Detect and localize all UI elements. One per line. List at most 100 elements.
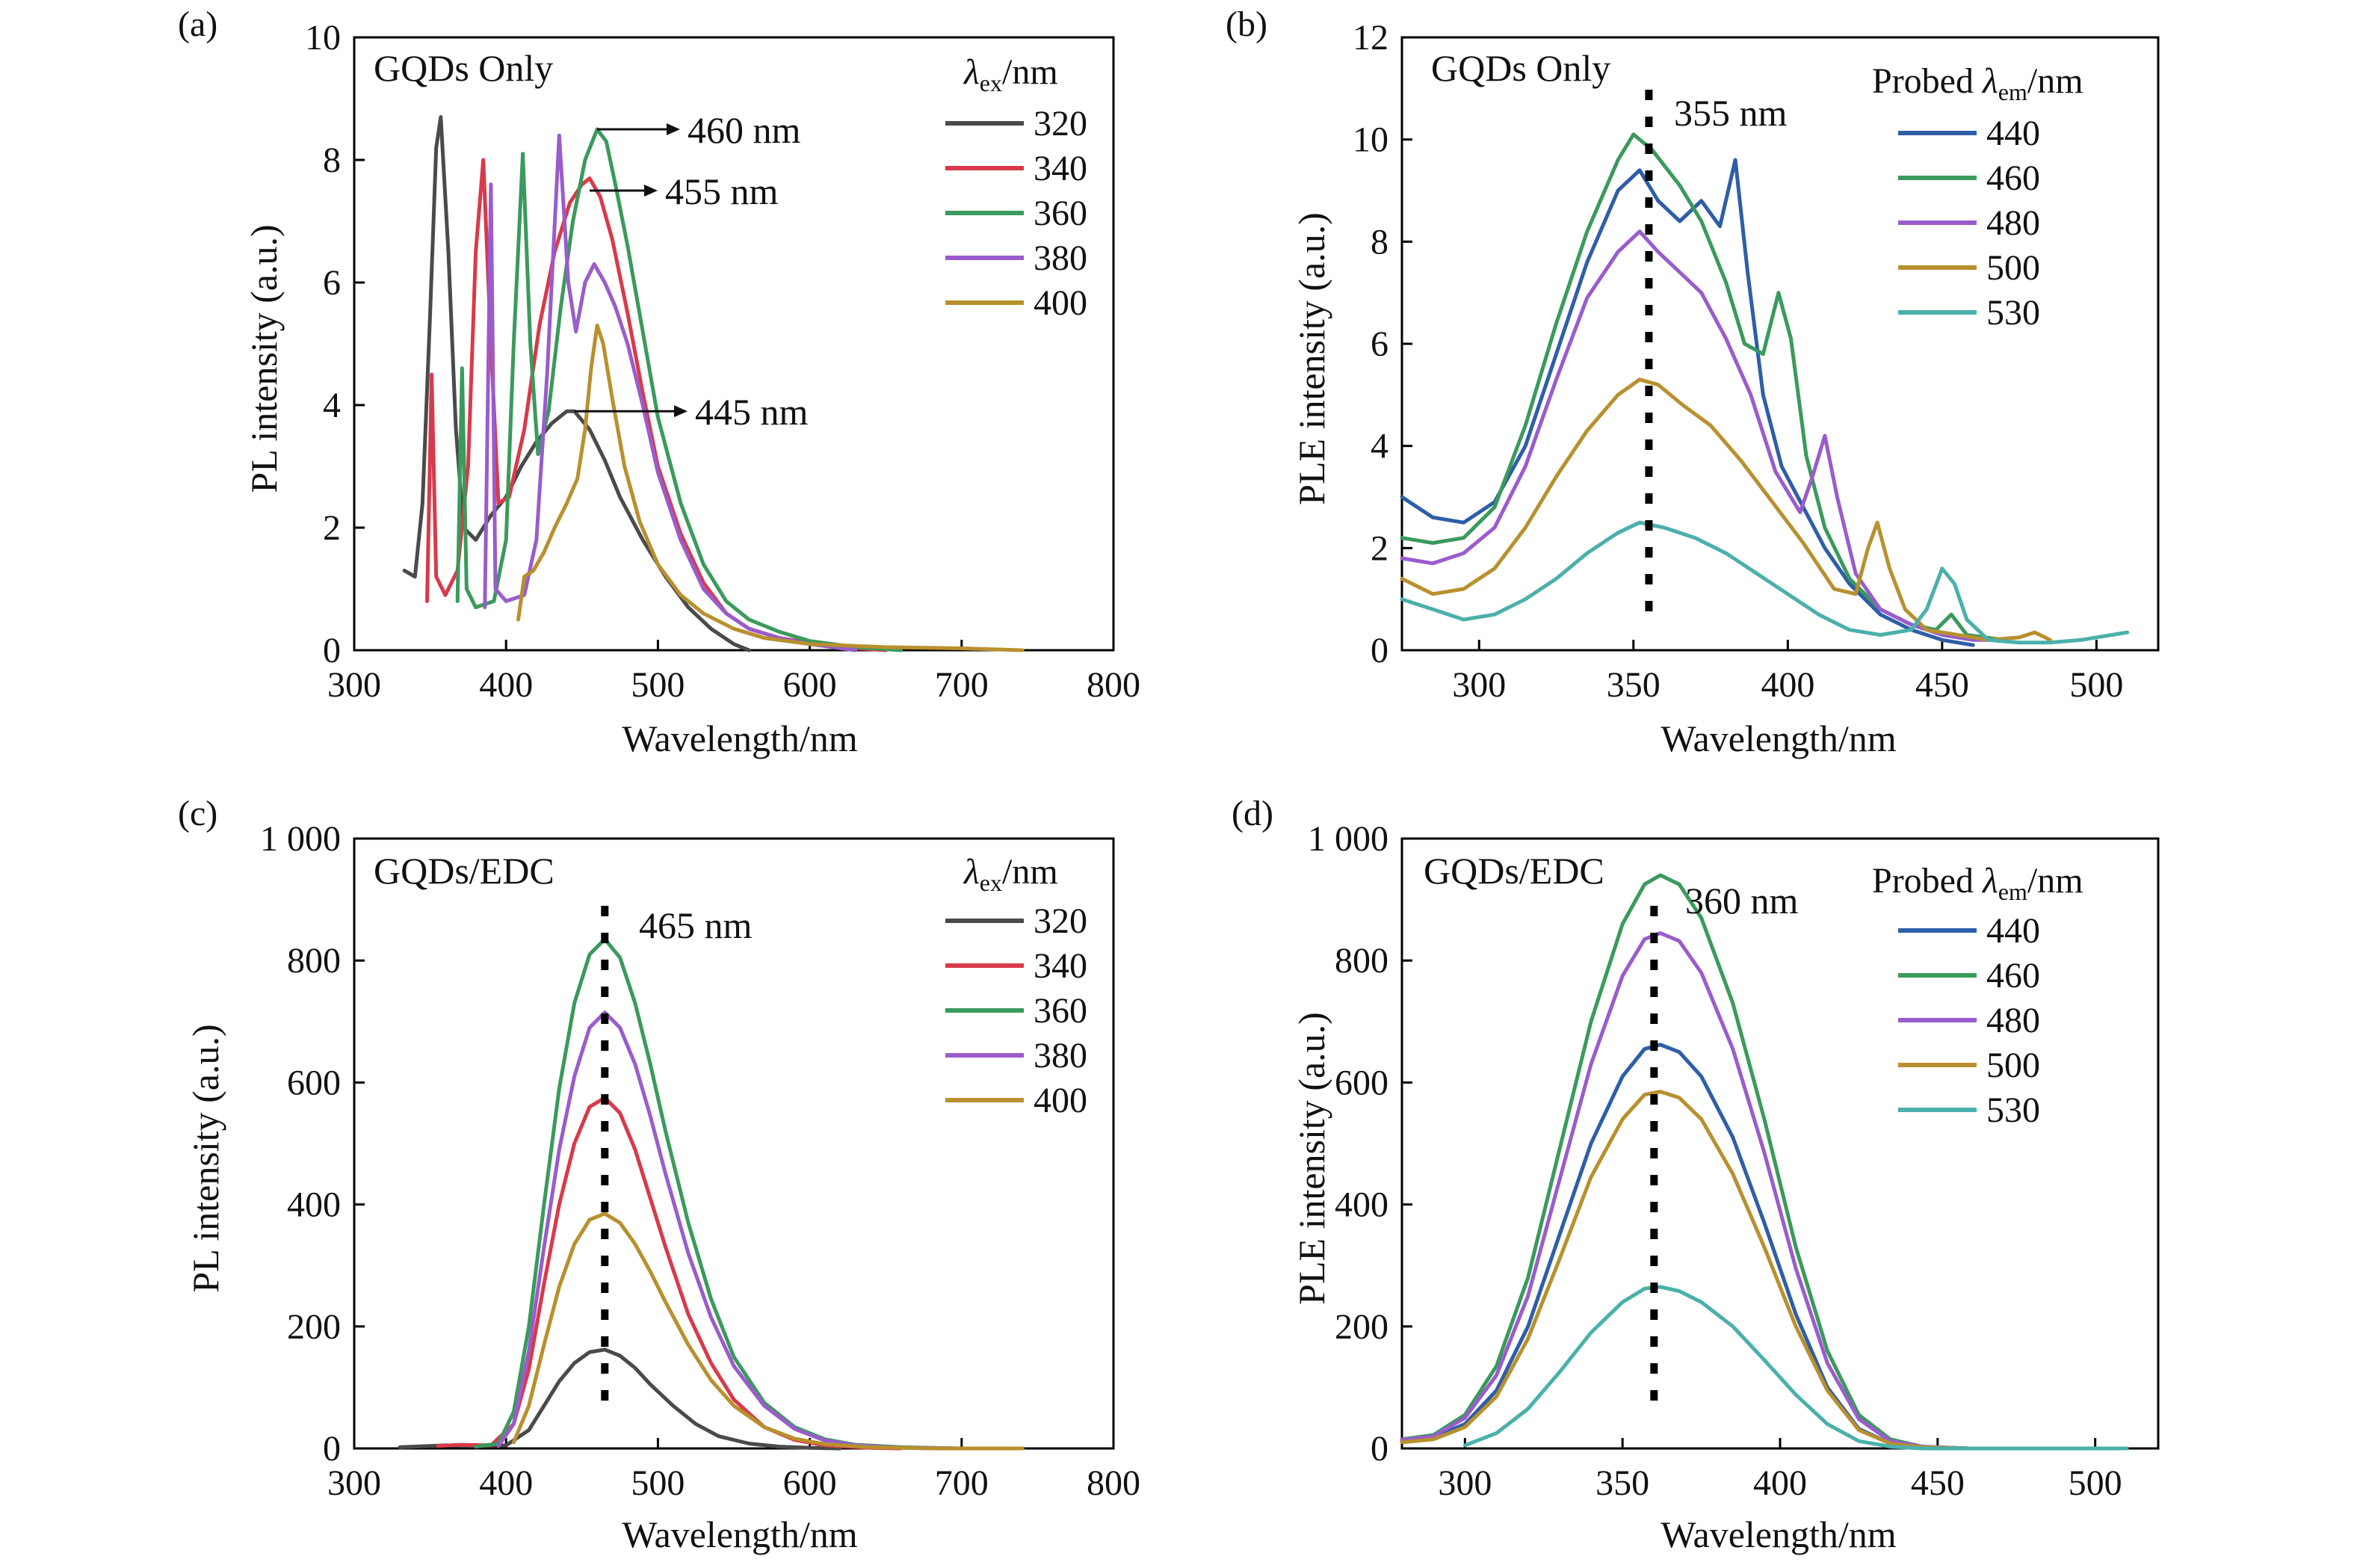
legend-title-sub-b: em: [1998, 78, 2027, 105]
legend-label-320: 320: [1034, 104, 1087, 143]
legend-label-530: 530: [1986, 293, 2040, 333]
x-tick-label: 800: [1087, 1463, 1140, 1503]
x-tick-label: 300: [1452, 665, 1506, 705]
legend-title-sub-d: em: [1998, 878, 2027, 905]
panel-d: (d) 300 350 400 450 500 0 200 400 600 800 1 000 GQ…: [1232, 794, 2160, 1555]
x-tick-label: 350: [1607, 665, 1661, 705]
plot-frame: [1400, 837, 2160, 1450]
legend-b: 440 460 480 500 530: [1898, 114, 2040, 333]
legend-label-460: 460: [1986, 956, 2040, 996]
plot-area-c: [398, 906, 1025, 1451]
x-tick-label: 500: [2069, 1463, 2122, 1503]
legend-title-lambda-b: λ: [1981, 61, 1998, 101]
plot-area-d: [1400, 873, 2129, 1451]
x-tick-label: 500: [631, 665, 685, 705]
annotation-label: 460 nm: [688, 109, 801, 151]
series-line-480: [1400, 229, 2006, 642]
y-tick-label: 6: [323, 263, 341, 303]
legend-label-500: 500: [1986, 248, 2040, 288]
legend-label-400: 400: [1034, 283, 1087, 323]
x-tick-label: 500: [2069, 665, 2123, 705]
x-tick-label: 600: [783, 665, 837, 705]
legend-title-tail-a: /nm: [1002, 52, 1058, 92]
x-tick-label: 400: [1753, 1463, 1807, 1503]
x-tick-label: 300: [327, 665, 381, 705]
x-tick-label: 500: [631, 1463, 685, 1503]
y-tick-label: 10: [1353, 120, 1388, 160]
y-tick-label: 200: [287, 1307, 341, 1347]
axes-d: 300 350 400 450 500 0 200 400 600 800 1 000: [1308, 819, 2160, 1503]
legend-a: 320 340 360 380 400: [945, 104, 1087, 323]
x-axis-label-b: Wavelength/nm: [1661, 717, 1896, 759]
arrowhead: [644, 185, 658, 197]
legend-d: 440 460 480 500 530: [1898, 911, 2040, 1130]
legend-label-320: 320: [1034, 901, 1087, 941]
y-tick-label: 4: [1371, 427, 1388, 466]
legend-title-c: λex/nm: [963, 852, 1058, 896]
y-tick-label: 600: [1335, 1063, 1388, 1102]
series-line-360: [455, 127, 903, 652]
sample-label-a: GQDs Only: [374, 47, 553, 89]
series-line-460: [1400, 873, 2129, 1451]
series-line-440: [1400, 158, 1975, 647]
y-axis-label-c: PL intensity (a.u.): [185, 1024, 226, 1292]
x-tick-label: 450: [1915, 665, 1969, 705]
series-line-500: [1400, 1090, 2129, 1451]
sample-label-d: GQDs/EDC: [1424, 850, 1604, 892]
arrowhead: [674, 405, 688, 418]
peak-label-c: 465 nm: [639, 904, 753, 946]
legend-title-pre-d: Probed: [1872, 861, 1983, 901]
x-tick-label: 300: [1438, 1463, 1492, 1503]
legend-title-tail-d: /nm: [2027, 861, 2083, 901]
panel-label-c: (c): [178, 794, 217, 833]
series-line-360: [474, 937, 1025, 1451]
legend-c: 320 340 360 380 400: [945, 901, 1087, 1120]
legend-title-d: Probed λem/nm: [1872, 861, 2083, 905]
annotations-a: 460 nm 455 nm 445 nm: [574, 109, 809, 433]
x-axis-label-c: Wavelength/nm: [622, 1513, 857, 1555]
legend-title-lambda-a: λ: [963, 52, 980, 92]
sample-label-b: GQDs Only: [1431, 47, 1610, 89]
axes-a: 300 400 500 600 700 800 0 2 4 6 8 10: [305, 18, 1140, 705]
x-tick-label: 300: [327, 1463, 381, 1503]
legend-label-440: 440: [1986, 911, 2040, 951]
y-tick-label: 200: [1335, 1307, 1388, 1347]
legend-label-500: 500: [1986, 1046, 2040, 1085]
series-line-400: [511, 1212, 1025, 1451]
series-line-380: [496, 1010, 964, 1451]
y-tick-label: 400: [287, 1185, 341, 1225]
legend-label-360: 360: [1034, 991, 1087, 1031]
sample-label-c: GQDs/EDC: [374, 850, 554, 892]
series-line-480: [1400, 931, 2129, 1451]
legend-label-340: 340: [1034, 946, 1087, 986]
panel-label-a: (a): [178, 4, 217, 44]
axes-b: 300 350 400 450 500 0 2 4 6 8 10 12: [1353, 18, 2160, 705]
y-tick-label: 600: [287, 1063, 341, 1102]
plot-area-a: [402, 115, 1025, 652]
axes-c: 300 400 500 600 700 800 0 200 400 600 800 1 000: [260, 819, 1140, 1503]
legend-label-480: 480: [1986, 1001, 2040, 1040]
y-axis-label-b: PLE intensity (a.u.): [1291, 212, 1332, 505]
x-tick-label: 400: [1761, 665, 1814, 705]
legend-label-530: 530: [1986, 1090, 2040, 1130]
x-axis-label-d: Wavelength/nm: [1661, 1513, 1896, 1555]
legend-label-380: 380: [1034, 1036, 1087, 1075]
y-tick-label: 1 000: [260, 819, 341, 859]
legend-label-460: 460: [1986, 158, 2040, 198]
x-axis-label-a: Wavelength/nm: [622, 717, 857, 759]
x-tick-label: 800: [1087, 665, 1140, 705]
y-tick-label: 800: [1335, 941, 1388, 981]
x-tick-label: 400: [479, 665, 533, 705]
legend-title-b: Probed λem/nm: [1872, 61, 2083, 105]
legend-label-360: 360: [1034, 194, 1087, 233]
panel-b: (b) 300 350 400 450 500 0 2 4 6 8 10 12 GQDs Only 3…: [1226, 4, 2160, 759]
y-tick-label: 6: [1371, 324, 1388, 364]
x-tick-label: 350: [1595, 1463, 1649, 1503]
y-tick-label: 8: [1371, 222, 1388, 262]
legend-label-440: 440: [1986, 114, 2040, 153]
y-tick-label: 1 000: [1308, 819, 1388, 859]
peak-label-b: 355 nm: [1674, 92, 1788, 134]
legend-title-tail-b: /nm: [2027, 61, 2083, 101]
legend-title-sub-a: ex: [980, 70, 1002, 96]
y-tick-label: 0: [1371, 1429, 1388, 1469]
